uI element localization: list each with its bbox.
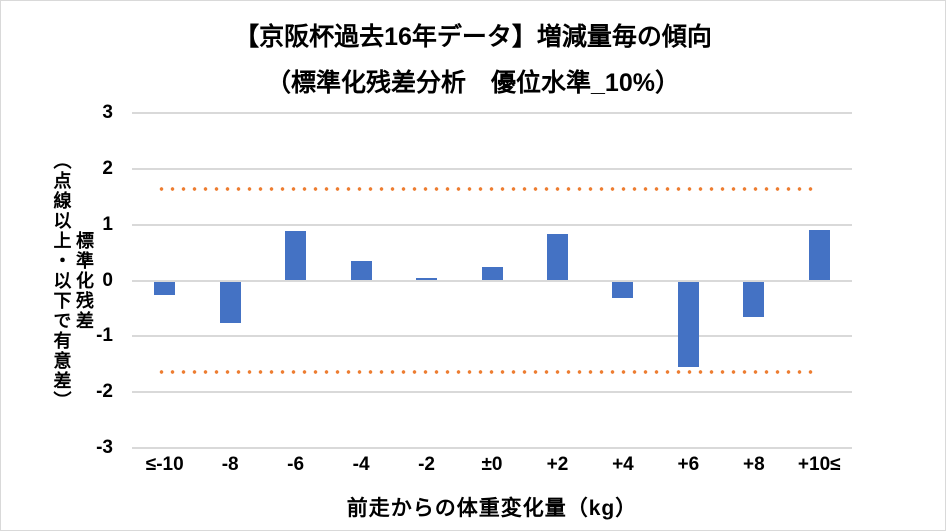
significance-line-lower — [156, 370, 817, 375]
gridline — [132, 112, 852, 114]
x-tick-label: ±0 — [481, 454, 503, 475]
y-axis-title-main: 標準化残差 — [74, 231, 94, 331]
bar-+8 — [743, 281, 765, 317]
x-tick-label: -2 — [418, 454, 435, 475]
y-tick-label: -1 — [96, 325, 113, 347]
bar--2 — [416, 278, 438, 281]
chart-title: 【京阪杯過去16年データ】増減量毎の傾向 （標準化残差分析 優位水準_10%） — [1, 14, 945, 107]
x-tick-label: -6 — [287, 454, 305, 475]
bar--4 — [350, 260, 372, 281]
chart-title-line1: 【京阪杯過去16年データ】増減量毎の傾向 — [234, 23, 712, 51]
gridline — [132, 279, 852, 282]
y-tick-label: 1 — [102, 213, 113, 235]
y-tick-label: 3 — [102, 102, 113, 123]
y-tick-label: -3 — [96, 437, 113, 458]
bar-+4 — [612, 281, 634, 299]
x-axis-title: 前走からの体重変化量（kg） — [346, 497, 638, 520]
chart-title-line2: （標準化残差分析 優位水準_10%） — [266, 69, 680, 98]
x-tick-label: +8 — [742, 454, 765, 475]
x-tick-label: -8 — [221, 454, 239, 475]
y-axis-title: 標準化残差 （点線以上・以下で有意差） — [23, 101, 95, 461]
bar-±0 — [481, 266, 503, 281]
bar--8 — [219, 281, 241, 323]
gridline — [132, 391, 852, 394]
bar--6 — [285, 231, 307, 281]
y-axis-title-note: （点線以上・以下で有意差） — [51, 151, 72, 411]
gridline — [132, 335, 852, 338]
gridline — [132, 167, 852, 170]
bar-+2 — [546, 233, 568, 281]
y-tick-label: -2 — [96, 381, 113, 403]
x-tick-label: +2 — [546, 454, 569, 475]
x-tick-label: +6 — [677, 454, 700, 475]
x-tick-label: +4 — [612, 454, 634, 475]
plot-area — [132, 112, 852, 449]
gridline — [132, 447, 852, 449]
x-tick-label: ≤-10 — [145, 454, 184, 475]
gridline — [132, 223, 852, 226]
bar-+6 — [677, 281, 699, 368]
y-tick-label: 0 — [102, 269, 113, 291]
bar-+10≤ — [808, 229, 830, 281]
y-tick-label: 2 — [102, 157, 113, 179]
bar-≤-10 — [154, 281, 176, 296]
x-tick-label: +10≤ — [797, 454, 841, 475]
significance-line-upper — [156, 186, 817, 191]
x-tick-label: -4 — [352, 454, 370, 475]
